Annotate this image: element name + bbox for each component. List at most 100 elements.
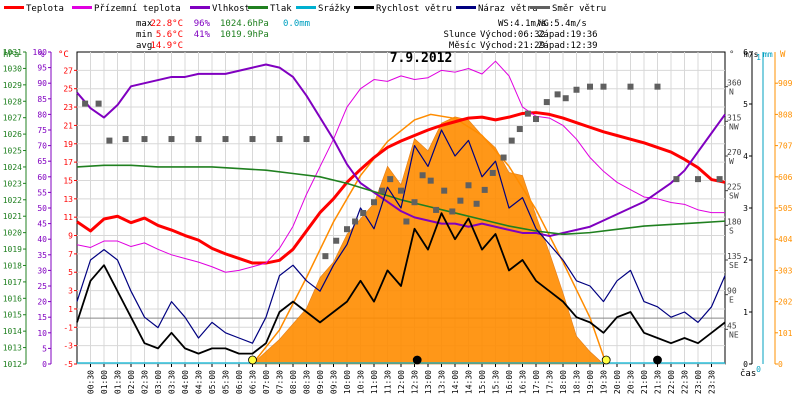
tick-label-solar: 404 [778,235,793,244]
tick-label-dir-card: E [729,296,734,305]
stat-avg-temp: 14.9°C [150,41,183,51]
tick-label-x: 06:30 [249,370,258,394]
wind-direction-point [333,237,340,244]
tick-label-pct: 50 [37,204,47,213]
wind-direction-point [419,172,426,179]
axis-label-pct: % [39,50,45,60]
axis-label-hpa: hPa [3,50,19,60]
series-line-5 [76,129,726,344]
tick-label-temp: 7 [68,250,73,259]
tick-label-pct: 30 [37,266,47,275]
tick-label-x: 18:00 [559,370,568,394]
tick-label-dir-deg: 315 [727,113,742,122]
tick-label-pct: 65 [37,157,47,166]
tick-label-hpa: 1014 [3,327,22,336]
tick-label-dir-card: NW [729,122,739,131]
axis-label-solar: W [780,50,786,60]
legend-swatch [190,6,210,9]
tick-label-dir-card: W [729,157,734,166]
legend-swatch [354,6,374,9]
tick-label-hpa: 1029 [3,81,22,90]
tick-label-hpa: 1025 [3,147,22,156]
tick-label-rain: 0 [756,365,761,374]
tick-label-temp: 1 [68,305,73,314]
tick-label-pct: 25 [37,282,47,291]
tick-label-pct: 80 [37,110,47,119]
tick-label-x: 22:00 [667,370,676,394]
wind-direction-point [379,187,386,194]
tick-label-solar: 0 [778,360,783,369]
tick-label-x: 14:30 [465,370,474,394]
tick-label-wind: 1 [743,308,748,317]
wind-direction-point [249,136,256,143]
tick-label-hpa: 1024 [3,163,22,172]
series-line-2 [76,63,726,238]
tick-label-pct: 90 [37,79,47,88]
wind-direction-point [627,83,634,90]
tick-label-dir-deg: 90 [727,287,737,296]
tick-label-temp: -1 [63,323,73,332]
tick-label-pct: 40 [37,235,47,244]
info-wind-speed: WS:4.1m/s [498,19,547,29]
tick-label-solar: 505 [778,204,793,213]
tick-label-x: 09:00 [316,370,325,394]
tick-label-hpa: 1013 [3,344,22,353]
tick-label-dir-card: S [729,226,734,235]
tick-label-dir-card: SW [729,192,739,201]
tick-label-x: 13:00 [424,370,433,394]
tick-label-x: 19:30 [600,370,609,394]
stat-max-press: 1024.6hPa [220,19,269,29]
info-sun-label: Slunce [443,30,476,40]
tick-label-hpa: 1026 [3,130,22,139]
tick-label-x: 19:00 [586,370,595,394]
legend-item: Srážky [318,4,351,14]
legend-item: Rychlost větru [376,4,452,14]
legend-item: Přízemní teplota [94,4,181,14]
tick-label-temp: -5 [63,360,73,369]
tick-label-pct: 70 [37,142,47,151]
wind-direction-point [489,169,496,176]
tick-label-dir-deg: 360 [727,79,742,88]
tick-label-temp: 5 [68,268,73,277]
axis-label-temp: °C [58,50,69,60]
tick-label-hpa: 1015 [3,311,22,320]
tick-label-x: 02:30 [141,370,150,394]
stat-avg-label: avg [136,41,152,51]
wind-direction-point [554,91,561,98]
tick-label-hpa: 1019 [3,245,22,254]
tick-label-x: 12:30 [411,370,420,394]
wind-direction-point [449,208,456,215]
tick-label-pct: 100 [33,48,48,57]
tick-label-temp: 27 [63,66,73,75]
tick-label-wind: 0 [743,360,748,369]
wind-direction-point [533,116,539,123]
tick-label-wind: 4 [743,152,748,161]
tick-label-pct: 5 [42,344,47,353]
tick-label-x: 03:00 [154,370,163,394]
wind-direction-point [516,126,523,133]
axis-label-wind: m/s [744,50,759,59]
tick-label-rain: 1 [756,53,761,62]
series-wind-direction [82,83,723,260]
tick-label-x: 20:00 [613,370,622,394]
legend-swatch [456,6,476,9]
tick-label-x: 21:30 [654,370,663,394]
tick-label-hpa: 1023 [3,179,22,188]
tick-label-dir-deg: 45 [727,321,737,330]
wind-direction-point [95,100,102,107]
tick-label-wind: 5 [743,100,748,109]
tick-label-hpa: 1028 [3,97,22,106]
legend-swatch [4,6,24,9]
tick-label-x: 04:30 [195,370,204,394]
tick-label-x: 01:00 [100,370,109,394]
stat-min-temp: 5.6°C [156,30,183,40]
tick-label-temp: 13 [63,195,73,204]
tick-label-x: 05:00 [208,370,217,394]
wind-direction-point [122,136,129,143]
tick-label-x: 08:00 [289,370,298,394]
tick-label-pct: 20 [37,298,47,307]
moon-marker [412,355,422,365]
wind-direction-point [322,253,329,260]
legend-item: Tlak [270,4,292,14]
